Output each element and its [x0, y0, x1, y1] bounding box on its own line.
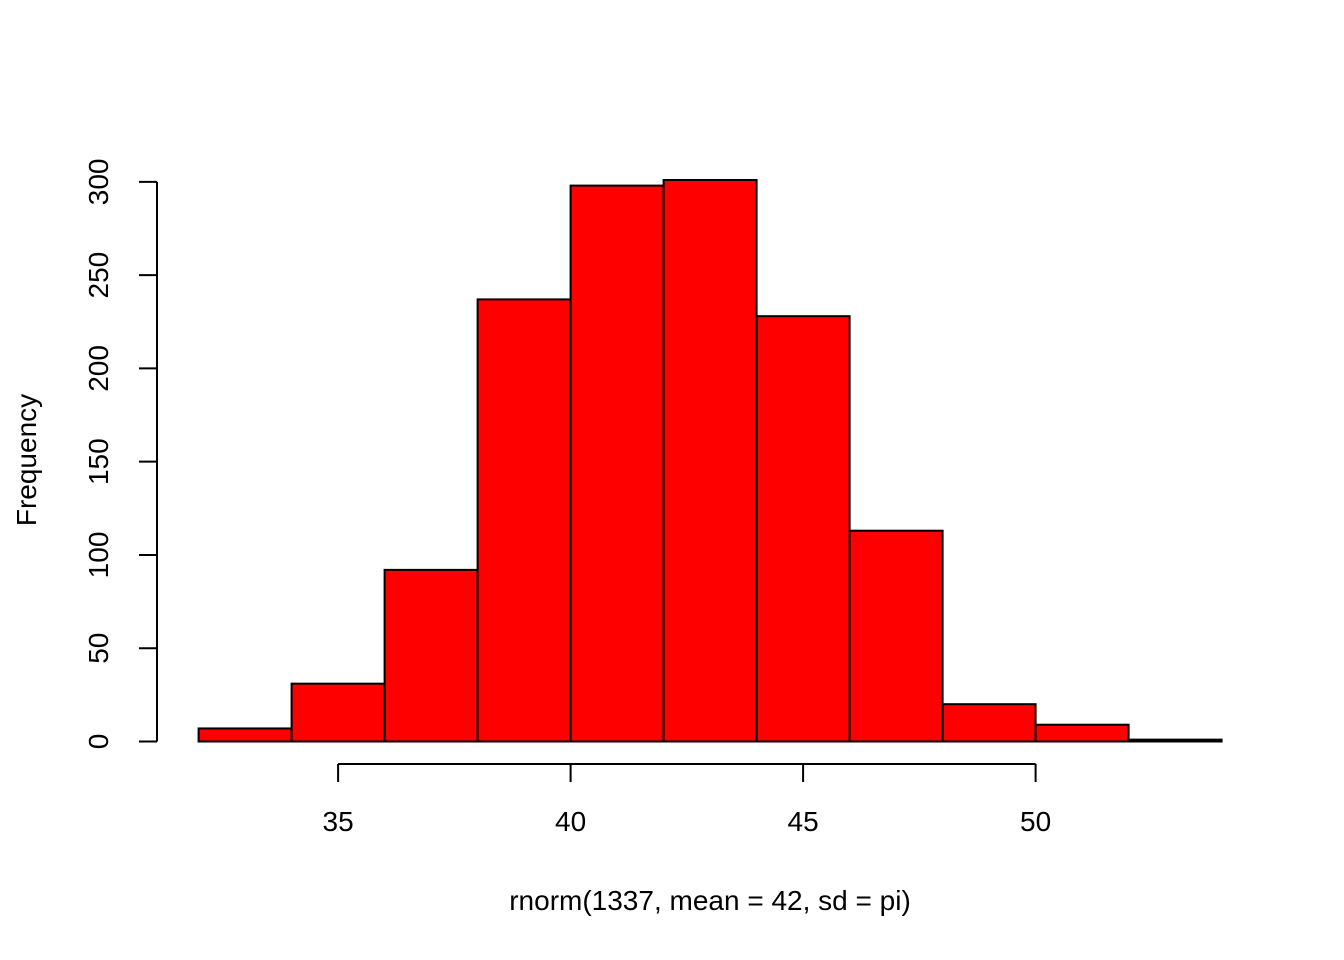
y-tick-label: 150 [83, 438, 114, 485]
histogram-bars [197, 179, 1223, 743]
x-tick-label: 40 [555, 806, 586, 837]
y-tick-label: 200 [83, 345, 114, 392]
x-axis-title: rnorm(1337, mean = 42, sd = pi) [509, 885, 911, 916]
histogram-bar [755, 315, 851, 743]
histogram-bar [941, 703, 1037, 743]
histogram-bar [290, 682, 386, 743]
y-axis: 0 50 100 150 200 250 300 [83, 159, 158, 750]
x-axis: 35 40 45 50 [323, 763, 1051, 837]
x-tick-label: 45 [788, 806, 819, 837]
histogram-bar [197, 727, 293, 743]
histogram-bar [662, 179, 758, 743]
y-axis-title: Frequency [11, 394, 42, 526]
histogram-bar [1127, 738, 1223, 743]
histogram-bar [383, 568, 479, 743]
x-tick-label: 50 [1020, 806, 1051, 837]
y-tick-label: 0 [83, 734, 114, 750]
x-tick-label: 35 [323, 806, 354, 837]
histogram-bar [476, 298, 572, 743]
histogram-bar [848, 529, 944, 743]
y-tick-label: 250 [83, 252, 114, 299]
histogram-bar [569, 184, 665, 743]
histogram-bar [1034, 723, 1130, 743]
y-tick-label: 100 [83, 532, 114, 579]
y-tick-label: 300 [83, 159, 114, 206]
y-tick-label: 50 [83, 633, 114, 664]
